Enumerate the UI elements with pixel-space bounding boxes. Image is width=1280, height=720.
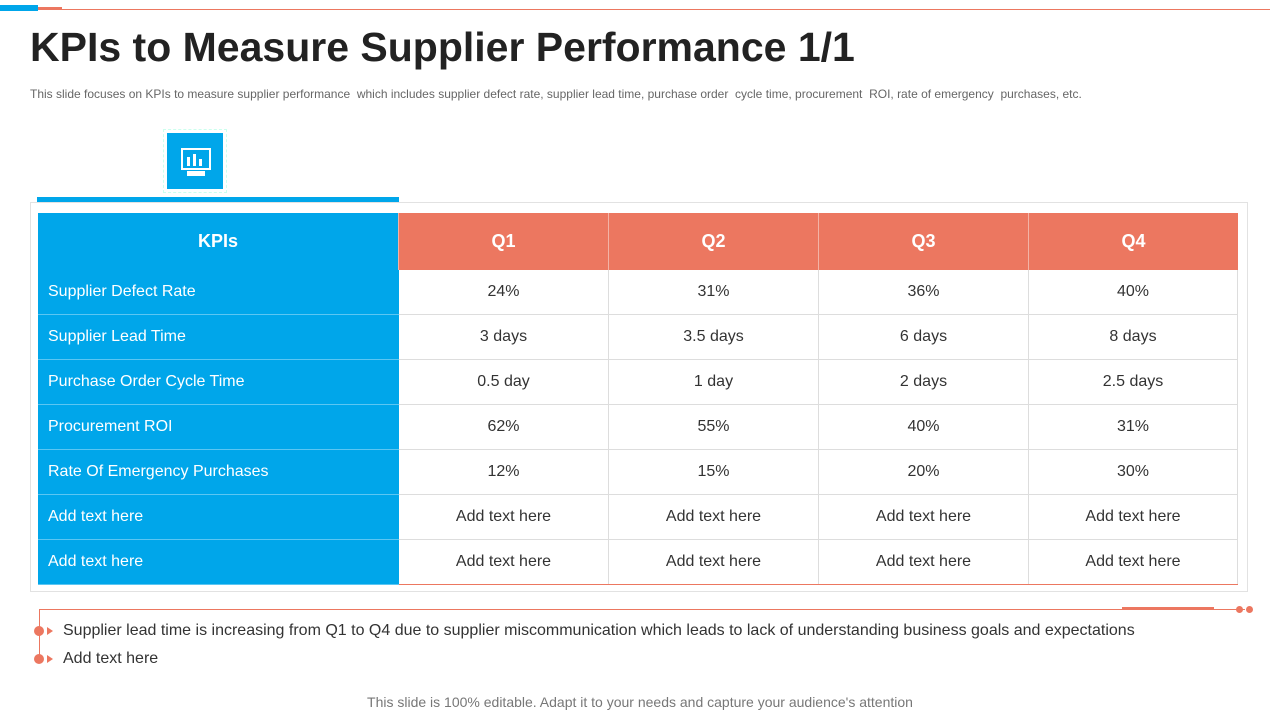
cell: 3 days (399, 315, 609, 360)
row-label: Supplier Defect Rate (38, 270, 399, 315)
kpi-icon (167, 133, 223, 189)
cell: 40% (1029, 270, 1238, 315)
header-cell: Q2 (609, 213, 819, 270)
table-bottom-line (399, 584, 1238, 585)
footer: This slide is 100% editable. Adapt it to… (367, 694, 913, 710)
header-cell: Q4 (1029, 213, 1238, 270)
cell: 31% (1029, 405, 1238, 450)
cell: 30% (1029, 450, 1238, 495)
kpi-table: KPIs Q1 Q2 Q3 Q4 Supplier Defect Rate 24% 31% 36… (38, 213, 1238, 585)
cell: 40% (819, 405, 1029, 450)
subtitle: This slide focuses on KPIs to measure su… (30, 87, 1082, 101)
cell: Add text here (609, 495, 819, 540)
note-text: Add text here (63, 650, 159, 667)
bullet (34, 626, 44, 636)
icon-underline (37, 197, 399, 203)
row-label: Rate Of Emergency Purchases (38, 450, 399, 495)
cell: 31% (609, 270, 819, 315)
cell: Add text here (1029, 540, 1238, 585)
cell: 36% (819, 270, 1029, 315)
cell: Add text here (819, 540, 1029, 585)
title: KPIs to Measure Supplier Performance 1/1 (30, 24, 855, 70)
dot (1246, 606, 1253, 613)
bullet (34, 654, 44, 664)
header-cell: Q3 (819, 213, 1029, 270)
top-line (62, 9, 1270, 10)
header-cell: KPIs (38, 213, 399, 270)
dot (1236, 606, 1243, 613)
accent-bar (0, 5, 38, 11)
cell: 24% (399, 270, 609, 315)
cell: Add text here (399, 495, 609, 540)
table-frame (30, 202, 1248, 592)
cell: 55% (609, 405, 819, 450)
cell: 2.5 days (1029, 360, 1238, 405)
notes-line (40, 609, 1245, 610)
cell: 2 days (819, 360, 1029, 405)
header-cell: Q1 (399, 213, 609, 270)
accent-bar (38, 7, 62, 10)
cell: 12% (399, 450, 609, 495)
row-label: Purchase Order Cycle Time (38, 360, 399, 405)
cell: Add text here (609, 540, 819, 585)
row-label: Procurement ROI (38, 405, 399, 450)
row-label: Add text here (38, 495, 399, 540)
cell: 15% (609, 450, 819, 495)
cell: 0.5 day (399, 360, 609, 405)
row-label: Add text here (38, 540, 399, 585)
cell: 6 days (819, 315, 1029, 360)
note-text: Supplier lead time is increasing from Q1… (63, 622, 1135, 639)
cell: Add text here (399, 540, 609, 585)
cell: 62% (399, 405, 609, 450)
cell: 8 days (1029, 315, 1238, 360)
cell: 3.5 days (609, 315, 819, 360)
cell: Add text here (1029, 495, 1238, 540)
bullet-arrow (47, 655, 53, 663)
bullet-arrow (47, 627, 53, 635)
cell: Add text here (819, 495, 1029, 540)
notes-accent (1122, 607, 1214, 610)
icon-frame (163, 129, 227, 193)
row-label: Supplier Lead Time (38, 315, 399, 360)
cell: 1 day (609, 360, 819, 405)
cell: 20% (819, 450, 1029, 495)
